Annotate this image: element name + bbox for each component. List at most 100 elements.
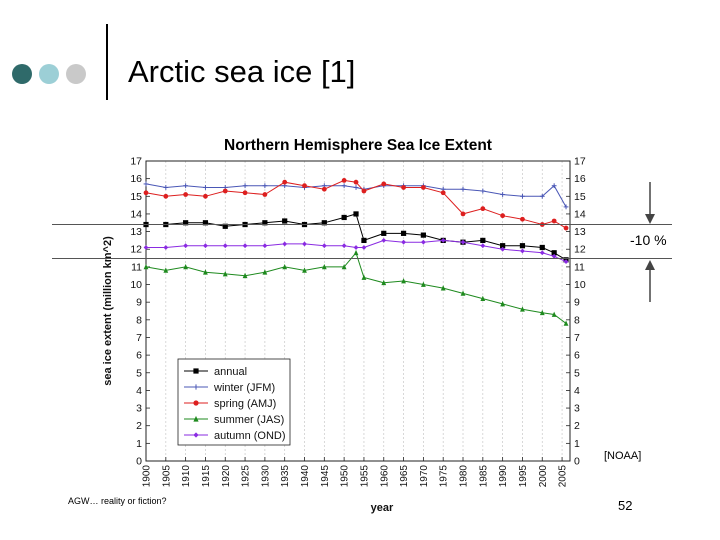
reference-line-bottom bbox=[52, 258, 672, 259]
data-point-spring-2006 bbox=[563, 225, 569, 231]
y-tick-label-right: 1 bbox=[574, 438, 580, 450]
data-point-summer-1930 bbox=[262, 269, 268, 275]
data-point-autumn-1985 bbox=[480, 243, 486, 249]
legend-marker-winter bbox=[193, 384, 199, 390]
x-tick-label: 1990 bbox=[498, 465, 509, 488]
data-point-autumn-1990 bbox=[500, 246, 506, 252]
data-point-autumn-1935 bbox=[282, 241, 288, 247]
title-divider bbox=[106, 24, 108, 100]
y-tick-label-left: 7 bbox=[136, 332, 142, 344]
y-tick-label-right: 11 bbox=[574, 261, 585, 273]
data-point-summer-2003 bbox=[551, 311, 557, 317]
data-point-autumn-1953 bbox=[353, 245, 359, 250]
data-point-summer-1990 bbox=[500, 301, 506, 307]
y-tick-label-left: 9 bbox=[136, 297, 142, 309]
y-tick-label-left: 15 bbox=[130, 191, 142, 203]
data-point-spring-1960 bbox=[381, 181, 387, 187]
legend-label-annual: annual bbox=[214, 366, 247, 378]
data-point-annual-1990 bbox=[500, 243, 506, 249]
x-tick-label: 2000 bbox=[538, 465, 549, 488]
data-point-autumn-1920 bbox=[222, 243, 228, 249]
x-tick-label: 1975 bbox=[439, 465, 450, 488]
data-point-spring-1980 bbox=[460, 211, 466, 217]
x-tick-label: 1920 bbox=[221, 465, 232, 488]
title-dots-decoration bbox=[12, 64, 102, 86]
arrow-down-head-icon bbox=[645, 214, 655, 224]
x-tick-label: 1915 bbox=[201, 465, 212, 488]
y-tick-label-right: 12 bbox=[574, 244, 586, 256]
data-point-autumn-1925 bbox=[242, 243, 248, 249]
data-point-annual-1965 bbox=[400, 230, 407, 236]
data-point-summer-1940 bbox=[302, 267, 307, 273]
footer-text: AGW… reality or fiction? bbox=[68, 496, 167, 506]
data-point-winter-1900 bbox=[143, 181, 149, 187]
data-point-winter-1930 bbox=[262, 183, 268, 189]
decor-dot-light bbox=[39, 64, 59, 84]
y-tick-label-right: 6 bbox=[574, 350, 580, 362]
data-point-annual-1935 bbox=[282, 218, 288, 224]
arrows-annotation bbox=[645, 182, 655, 302]
data-point-winter-1995 bbox=[520, 193, 525, 199]
data-point-spring-1970 bbox=[420, 185, 426, 190]
data-point-summer-1920 bbox=[222, 271, 228, 277]
y-tick-label-right: 10 bbox=[574, 279, 586, 291]
legend-marker-annual bbox=[193, 368, 199, 374]
data-point-winter-1980 bbox=[460, 186, 466, 192]
y-tick-label-left: 10 bbox=[130, 279, 142, 291]
slide-title: Arctic sea ice [1] bbox=[128, 54, 356, 89]
data-point-spring-1915 bbox=[203, 193, 208, 199]
data-point-spring-1945 bbox=[321, 186, 327, 192]
y-tick-label-right: 4 bbox=[574, 385, 580, 397]
data-point-spring-1965 bbox=[401, 185, 406, 190]
data-point-annual-1920 bbox=[222, 223, 228, 229]
data-point-autumn-1900 bbox=[143, 245, 149, 250]
data-point-autumn-1905 bbox=[163, 245, 169, 250]
legend-marker-spring bbox=[193, 400, 199, 406]
data-point-autumn-1975 bbox=[440, 238, 446, 243]
source-label: [NOAA] bbox=[604, 450, 642, 462]
y-tick-label-right: 16 bbox=[574, 173, 586, 185]
y-tick-label-left: 13 bbox=[130, 226, 142, 238]
x-tick-label: 1960 bbox=[379, 465, 390, 488]
page-number: 52 bbox=[618, 498, 633, 513]
y-tick-label-left: 1 bbox=[136, 438, 142, 450]
y-tick-label-left: 4 bbox=[136, 385, 142, 397]
legend-marker-summer bbox=[193, 415, 199, 422]
y-tick-label-left: 14 bbox=[130, 208, 142, 220]
percent-change-label: -10 % bbox=[630, 232, 667, 248]
data-point-autumn-1995 bbox=[520, 248, 525, 254]
data-point-annual-1985 bbox=[480, 237, 486, 244]
data-point-winter-1905 bbox=[163, 185, 169, 190]
y-tick-label-right: 3 bbox=[574, 403, 580, 415]
data-point-autumn-1970 bbox=[420, 239, 426, 245]
data-point-winter-1910 bbox=[183, 183, 189, 189]
data-point-spring-1920 bbox=[222, 188, 228, 194]
data-point-autumn-1950 bbox=[341, 243, 347, 249]
data-point-spring-1940 bbox=[302, 183, 307, 189]
data-point-summer-1953 bbox=[353, 249, 359, 256]
y-tick-label-right: 2 bbox=[574, 420, 580, 432]
data-point-winter-1990 bbox=[500, 192, 506, 197]
y-tick-label-right: 9 bbox=[574, 297, 580, 309]
data-point-winter-2003 bbox=[551, 183, 557, 189]
data-point-summer-2006 bbox=[563, 320, 569, 326]
y-axis-label: sea ice extent (million km^2) bbox=[102, 236, 114, 386]
series-line-winter bbox=[145, 183, 567, 208]
data-point-spring-1910 bbox=[183, 192, 189, 197]
data-point-annual-1955 bbox=[361, 237, 367, 244]
legend-label-spring: spring (AMJ) bbox=[214, 398, 276, 410]
decor-dot-grey bbox=[66, 64, 86, 84]
data-point-annual-1945 bbox=[321, 220, 327, 226]
chart-title: Northern Hemisphere Sea Ice Extent bbox=[224, 137, 492, 154]
y-tick-label-left: 5 bbox=[136, 367, 142, 379]
legend: annual winter (JFM) spring (AMJ) summer (JA… bbox=[177, 358, 291, 446]
y-tick-label-left: 16 bbox=[130, 173, 142, 185]
y-tick-label-left: 6 bbox=[136, 350, 142, 362]
y-tick-label-right: 13 bbox=[574, 226, 586, 238]
legend-label-winter: winter (JFM) bbox=[213, 382, 275, 394]
y-tick-label-right: 8 bbox=[574, 314, 580, 326]
data-point-annual-2003 bbox=[551, 250, 557, 256]
data-point-spring-1905 bbox=[163, 193, 169, 199]
data-point-winter-1953 bbox=[353, 185, 359, 190]
